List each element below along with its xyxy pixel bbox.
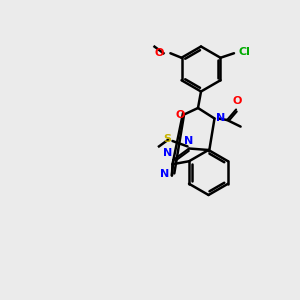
Text: N: N bbox=[160, 169, 170, 179]
Text: O: O bbox=[175, 110, 185, 121]
Text: S: S bbox=[163, 134, 171, 144]
Text: O: O bbox=[233, 97, 242, 106]
Text: Cl: Cl bbox=[238, 47, 250, 57]
Text: N: N bbox=[163, 148, 172, 158]
Text: O: O bbox=[154, 48, 164, 58]
Text: N: N bbox=[184, 136, 194, 146]
Text: N: N bbox=[216, 113, 225, 124]
